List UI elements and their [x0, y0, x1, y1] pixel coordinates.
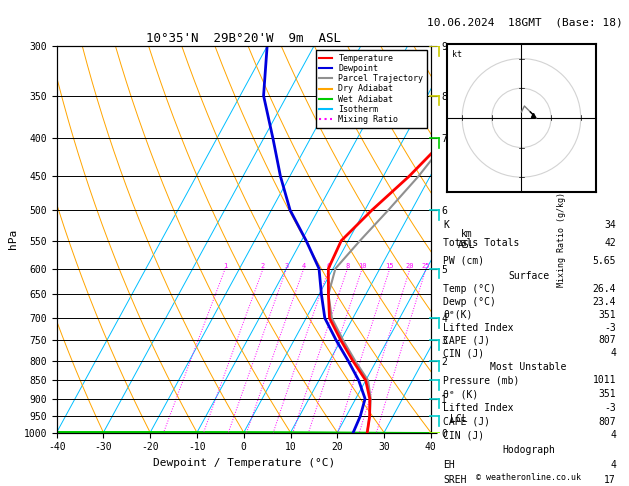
Text: 5.65: 5.65 — [593, 256, 616, 266]
Text: 17: 17 — [604, 475, 616, 485]
Text: Totals Totals: Totals Totals — [443, 238, 520, 248]
Text: CAPE (J): CAPE (J) — [443, 417, 491, 427]
Text: 26.4: 26.4 — [593, 284, 616, 294]
Text: 351: 351 — [598, 389, 616, 399]
Text: Most Unstable: Most Unstable — [491, 362, 567, 371]
Text: 807: 807 — [598, 335, 616, 346]
X-axis label: Dewpoint / Temperature (°C): Dewpoint / Temperature (°C) — [153, 458, 335, 468]
Text: CIN (J): CIN (J) — [443, 431, 484, 440]
Text: 20: 20 — [406, 262, 415, 269]
Text: 351: 351 — [598, 310, 616, 320]
Text: 1: 1 — [223, 262, 227, 269]
Text: CAPE (J): CAPE (J) — [443, 335, 491, 346]
Text: 10: 10 — [358, 262, 367, 269]
Text: 8: 8 — [345, 262, 350, 269]
Text: 4: 4 — [610, 460, 616, 470]
Text: 6: 6 — [327, 262, 331, 269]
Text: θᵉ (K): θᵉ (K) — [443, 389, 479, 399]
Text: 4: 4 — [610, 431, 616, 440]
Text: Mixing Ratio (g/kg): Mixing Ratio (g/kg) — [557, 192, 566, 287]
Text: PW (cm): PW (cm) — [443, 256, 484, 266]
Text: LCL: LCL — [450, 415, 467, 424]
Text: Pressure (mb): Pressure (mb) — [443, 375, 520, 385]
Text: Lifted Index: Lifted Index — [443, 403, 514, 413]
Text: 807: 807 — [598, 417, 616, 427]
Text: 4: 4 — [610, 348, 616, 358]
Y-axis label: hPa: hPa — [8, 229, 18, 249]
Text: Temp (°C): Temp (°C) — [443, 284, 496, 294]
Text: -3: -3 — [604, 323, 616, 332]
Legend: Temperature, Dewpoint, Parcel Trajectory, Dry Adiabat, Wet Adiabat, Isotherm, Mi: Temperature, Dewpoint, Parcel Trajectory… — [316, 51, 426, 127]
Text: 1011: 1011 — [593, 375, 616, 385]
Text: SREH: SREH — [443, 475, 467, 485]
Text: -3: -3 — [604, 403, 616, 413]
Text: 2: 2 — [261, 262, 265, 269]
Text: CIN (J): CIN (J) — [443, 348, 484, 358]
Text: 3: 3 — [284, 262, 289, 269]
Text: K: K — [443, 220, 449, 230]
Text: kt: kt — [452, 50, 462, 59]
Y-axis label: km
ASL: km ASL — [458, 228, 476, 250]
Text: 23.4: 23.4 — [593, 297, 616, 307]
Text: 4: 4 — [302, 262, 306, 269]
Text: 25: 25 — [422, 262, 430, 269]
Text: 10.06.2024  18GMT  (Base: 18): 10.06.2024 18GMT (Base: 18) — [427, 17, 623, 27]
Text: Lifted Index: Lifted Index — [443, 323, 514, 332]
Text: 34: 34 — [604, 220, 616, 230]
Text: Hodograph: Hodograph — [502, 445, 555, 455]
Text: 42: 42 — [604, 238, 616, 248]
Text: Surface: Surface — [508, 271, 549, 281]
Title: 10°35'N  29B°20'W  9m  ASL: 10°35'N 29B°20'W 9m ASL — [146, 32, 342, 45]
Text: © weatheronline.co.uk: © weatheronline.co.uk — [476, 473, 581, 482]
Text: 15: 15 — [386, 262, 394, 269]
Text: Dewp (°C): Dewp (°C) — [443, 297, 496, 307]
Text: EH: EH — [443, 460, 455, 470]
Text: θᵉ(K): θᵉ(K) — [443, 310, 473, 320]
